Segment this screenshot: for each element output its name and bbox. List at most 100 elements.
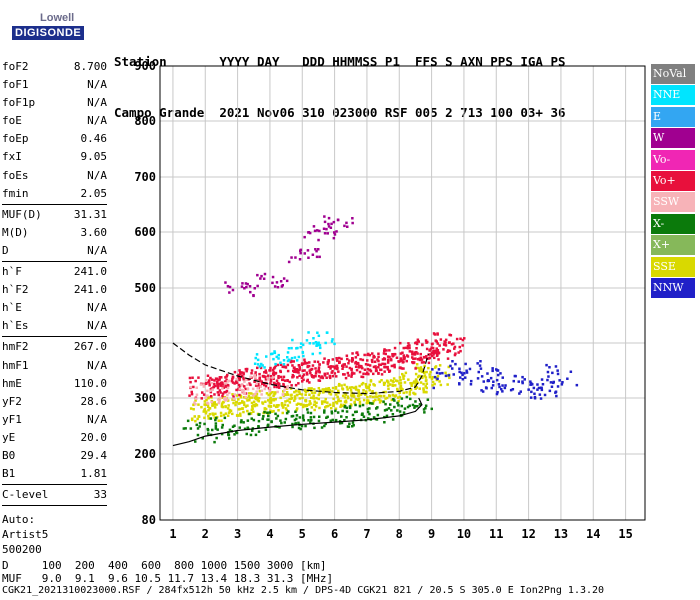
data-point-vo <box>290 360 293 363</box>
data-point-w <box>285 279 289 283</box>
data-point-vo <box>356 351 359 354</box>
data-point-nnw <box>550 385 554 388</box>
data-point-vo <box>282 382 285 386</box>
data-point-nne <box>293 356 297 359</box>
param-value: 267.0 <box>73 340 107 354</box>
data-point-sse <box>211 412 214 415</box>
param-value: N/A <box>87 114 107 128</box>
data-point-vo <box>354 365 358 368</box>
data-point-nnw <box>480 375 484 378</box>
data-point-sse <box>418 369 421 373</box>
data-point-nnw <box>554 390 558 393</box>
data-point-sse <box>423 371 426 374</box>
data-point-nnw <box>481 390 485 393</box>
data-point-x <box>309 421 312 424</box>
data-point-sse <box>331 386 335 390</box>
data-point-sse <box>414 392 417 396</box>
data-point-vo <box>310 374 313 377</box>
param-name: fxI <box>2 150 22 164</box>
data-point-w <box>303 235 306 239</box>
data-point-x <box>343 419 346 422</box>
data-point-vo <box>393 352 396 356</box>
data-point-vo <box>271 368 275 372</box>
data-point-x <box>339 422 342 425</box>
data-point-sse <box>369 380 373 383</box>
data-point-x <box>228 428 232 432</box>
data-point-nnw <box>543 393 547 397</box>
data-point-vo <box>383 362 386 366</box>
data-point-vo <box>346 371 350 375</box>
data-point-sse <box>304 390 308 394</box>
data-point-vo <box>243 385 246 388</box>
data-point-sse <box>325 387 328 390</box>
data-point-nne <box>279 361 282 364</box>
data-point-sse <box>383 381 386 385</box>
data-point-vo <box>429 353 432 356</box>
data-point-vo <box>414 357 417 360</box>
data-point-sse <box>421 368 424 371</box>
data-point-x <box>345 410 349 413</box>
data-point-vo <box>433 333 437 336</box>
data-point-x <box>430 407 433 411</box>
data-point-sse <box>353 401 356 405</box>
data-point-w <box>307 231 310 234</box>
data-point-w <box>327 222 330 226</box>
param-row: foF1p N/A <box>2 94 107 112</box>
data-point-vo <box>401 351 404 354</box>
data-point-ssw <box>276 390 279 394</box>
data-point-vo <box>388 349 391 352</box>
data-point-nnw <box>501 384 504 387</box>
data-point-vo <box>406 347 410 350</box>
data-point-x <box>343 404 347 408</box>
data-point-sse <box>399 384 403 388</box>
data-point-sse <box>281 411 284 415</box>
data-point-vo <box>420 358 424 361</box>
data-point-sse <box>358 384 361 388</box>
data-point-sse <box>256 398 259 402</box>
data-point-vo <box>298 367 302 370</box>
data-point-sse <box>407 378 410 381</box>
data-point-ssw <box>260 389 264 392</box>
data-point-vo <box>281 378 285 381</box>
data-point-sse <box>264 407 268 411</box>
data-point-w <box>226 285 230 288</box>
data-point-sse <box>285 409 289 412</box>
data-point-sse <box>352 393 355 396</box>
data-point-vo <box>223 391 226 394</box>
data-point-w <box>256 284 259 288</box>
data-point-sse <box>425 382 428 385</box>
data-point-w <box>271 281 274 285</box>
data-point-nnw <box>533 397 537 400</box>
data-point-vo <box>455 337 459 341</box>
data-point-sse <box>361 381 365 385</box>
data-point-nnw <box>529 383 532 386</box>
data-point-sse <box>346 388 349 391</box>
data-point-nnw <box>517 380 520 383</box>
data-point-vo <box>304 362 307 365</box>
data-point-vo <box>383 348 386 351</box>
data-point-ssw <box>266 376 269 380</box>
param-name: C-level <box>2 488 49 502</box>
data-point-sse <box>371 395 375 399</box>
data-point-sse <box>448 376 451 380</box>
data-point-x <box>280 421 283 425</box>
param-separator <box>2 336 107 338</box>
data-point-ssw <box>189 385 192 389</box>
data-point-w <box>245 285 248 289</box>
data-point-vo <box>393 365 396 369</box>
data-point-sse <box>272 394 275 397</box>
data-point-vo <box>351 357 354 361</box>
data-point-x <box>243 427 247 431</box>
data-point-nne <box>319 346 322 350</box>
data-point-vo <box>444 338 448 342</box>
data-point-sse <box>235 400 238 404</box>
data-point-sse <box>386 384 390 387</box>
x-tick-label: 7 <box>363 527 370 541</box>
data-point-sse <box>227 404 230 407</box>
data-point-x <box>283 421 286 424</box>
data-point-vo <box>296 369 299 372</box>
data-point-sse <box>189 407 193 410</box>
x-tick-label: 14 <box>586 527 600 541</box>
data-point-x <box>302 419 305 422</box>
data-point-x <box>391 418 395 421</box>
